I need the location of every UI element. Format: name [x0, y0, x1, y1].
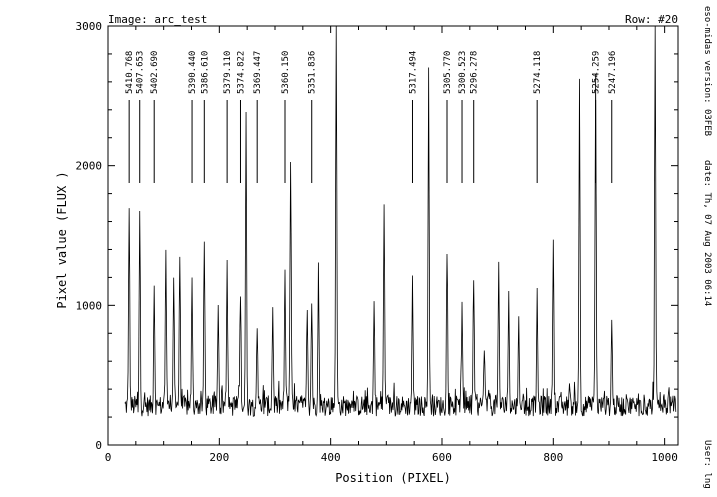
x-tick-label: 800 [543, 451, 563, 464]
x-tick-label: 200 [209, 451, 229, 464]
line-id-label: 5247.196 [608, 51, 618, 94]
image-title: Image: arc_test [108, 13, 207, 26]
line-id-label: 5386.610 [200, 51, 210, 94]
y-tick-label: 0 [95, 439, 102, 452]
line-id-label: 5407.653 [136, 51, 146, 94]
x-tick-label: 0 [105, 451, 112, 464]
plot-border [107, 25, 679, 446]
y-tick-label: 2000 [76, 160, 103, 173]
x-tick-label: 600 [432, 451, 452, 464]
line-id-markers: 5410.768 5407.653 5402.690 5390.440 5386.610… [125, 51, 618, 183]
line-id-label: 5305.770 [443, 51, 453, 94]
line-id-label: 5254.259 [592, 51, 602, 94]
y-axis-label: Pixel value (FLUX ) [55, 171, 69, 308]
y-tick-label: 1000 [76, 299, 103, 312]
date-label: date: Th, 07 Aug 2003 06:14 [702, 160, 712, 306]
line-id-label: 5317.494 [408, 51, 418, 94]
spectrum-line [124, 25, 677, 417]
user-label: User: lng [702, 440, 712, 489]
row-label: Row: #20 [625, 13, 678, 26]
midas-version-label: eso-midas version: 03FEB [702, 6, 712, 136]
line-id-label: 5410.768 [125, 51, 135, 94]
line-id-label: 5379.110 [223, 51, 233, 94]
line-id-label: 5351.836 [308, 51, 318, 94]
x-tick-label: 1000 [651, 451, 678, 464]
y-tick-label: 3000 [76, 20, 103, 33]
line-id-label: 5374.822 [236, 51, 246, 94]
line-id-label: 5296.278 [470, 51, 480, 94]
x-axis-label: Position (PIXEL) [335, 471, 451, 485]
axis-ticks: 0 200 400 600 800 1000 0 1000 2000 3000 [76, 20, 678, 464]
line-id-label: 5360.150 [281, 51, 291, 94]
line-id-label: 5402.690 [150, 51, 160, 94]
line-id-label: 5274.118 [533, 51, 543, 94]
line-id-label: 5390.440 [188, 51, 198, 94]
line-id-label: 5300.523 [458, 51, 468, 94]
x-tick-label: 400 [321, 451, 341, 464]
line-id-label: 5369.447 [253, 51, 263, 94]
plot-frame [107, 25, 679, 446]
